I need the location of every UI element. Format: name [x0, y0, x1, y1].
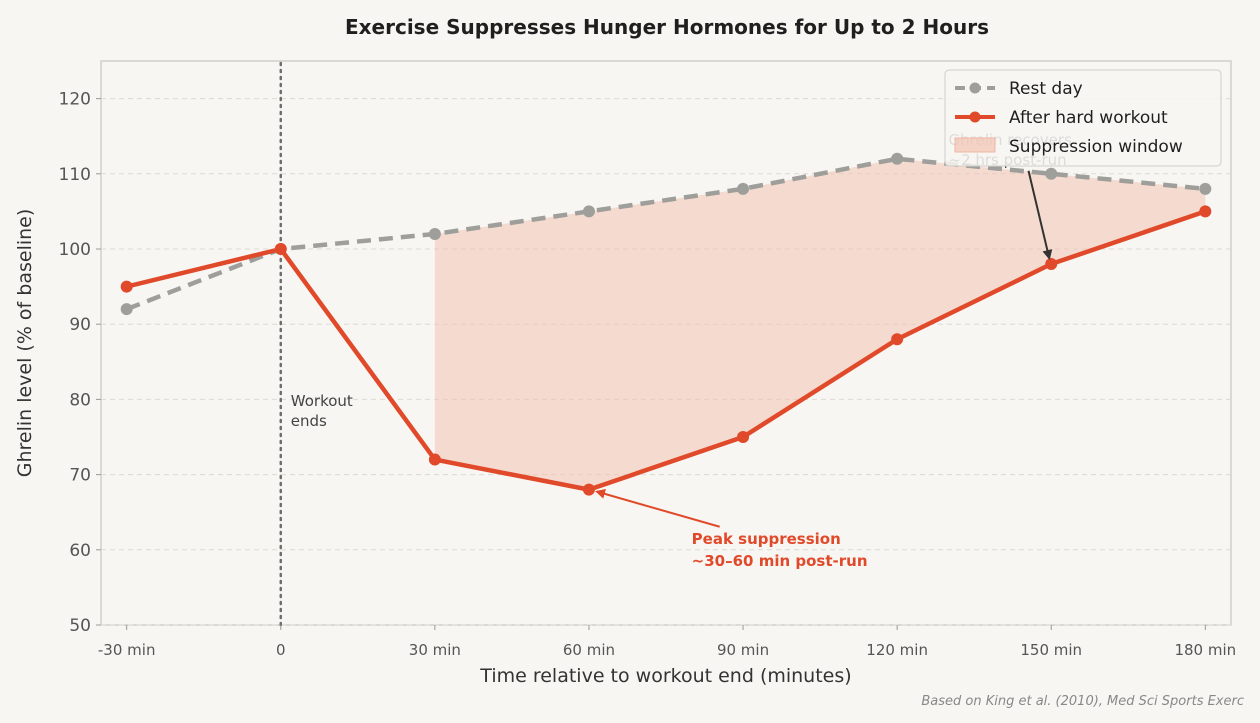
y-tick-label: 100: [59, 240, 91, 260]
y-tick-label: 110: [59, 165, 91, 185]
x-tick-label: 180 min: [1174, 641, 1236, 659]
y-tick-label: 60: [69, 541, 91, 561]
y-tick-label: 70: [69, 466, 91, 486]
legend-suppression-label: Suppression window: [1009, 137, 1183, 157]
after-workout-point: [582, 483, 595, 496]
x-tick-label: 90 min: [717, 641, 769, 659]
legend: Rest day After hard workout Suppression …: [944, 69, 1222, 167]
suppression-fill: [434, 158, 1206, 490]
peak-suppression-label-line2: ~30–60 min post-run: [692, 552, 868, 570]
source-note: Based on King et al. (2010), Med Sci Spo…: [921, 694, 1244, 709]
after-workout-point: [1045, 258, 1058, 271]
suppression-window-region: [434, 158, 1206, 490]
series-lines: [120, 152, 1212, 496]
y-tick-label: 120: [59, 90, 91, 110]
y-tick-label: 80: [69, 390, 91, 410]
after-workout-point: [428, 453, 441, 466]
x-tick-label: 0: [276, 641, 286, 659]
after-workout-point: [274, 243, 287, 255]
peak-suppression-label-line1: Peak suppression: [692, 530, 841, 548]
x-tick-label: 120 min: [866, 641, 928, 659]
rest-day-line: [125, 156, 1206, 312]
after-workout-point: [120, 280, 133, 293]
x-axis-label: Time relative to workout end (minutes): [479, 665, 851, 687]
rest-day-point: [428, 227, 441, 240]
after-workout-point: [1199, 205, 1212, 218]
legend-workout-label: After hard workout: [1009, 108, 1168, 128]
recovery-arrow: [1027, 170, 1053, 260]
y-axis-ticks: 50 60 70 80 90 100 110 120: [59, 90, 101, 636]
rest-day-point: [120, 303, 133, 316]
x-tick-label: 150 min: [1020, 641, 1082, 659]
x-tick-label: 60 min: [563, 641, 615, 659]
rest-day-point: [1199, 182, 1212, 195]
y-tick-label: 90: [69, 315, 91, 335]
rest-day-point: [737, 182, 750, 195]
legend-workout-marker: [969, 111, 981, 123]
legend-rest-day-label: Rest day: [1009, 79, 1083, 99]
after-workout-point: [891, 333, 904, 346]
chart-title: Exercise Suppresses Hunger Hormones for …: [345, 15, 989, 39]
x-axis-ticks: -30 min 0 30 min 60 min 90 min 120 min 150 min…: [98, 625, 1236, 659]
peak-suppression-arrow: [595, 489, 720, 528]
rest-day-point: [891, 152, 904, 165]
rest-day-point: [1045, 167, 1058, 180]
legend-suppression-swatch: [954, 137, 996, 153]
rest-day-point: [582, 205, 595, 218]
y-axis-label: Ghrelin level (% of baseline): [14, 209, 36, 478]
x-tick-label: -30 min: [98, 641, 156, 659]
after-workout-line: [126, 209, 1207, 492]
workout-ends-label-line1: Workout: [291, 392, 353, 410]
legend-rest-day-marker: [969, 82, 981, 94]
after-workout-point: [737, 431, 750, 443]
workout-ends-marker: Workout ends: [279, 61, 353, 627]
legend-box: [944, 69, 1222, 167]
x-tick-label: 30 min: [409, 641, 461, 659]
workout-ends-label-line2: ends: [291, 412, 327, 430]
y-tick-label: 50: [69, 616, 91, 636]
